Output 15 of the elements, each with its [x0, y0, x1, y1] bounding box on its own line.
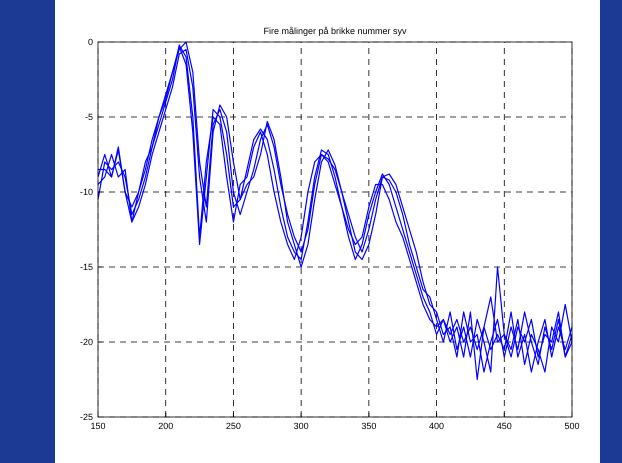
x-tick-label: 500 — [564, 421, 580, 431]
x-tick-label: 450 — [496, 421, 512, 431]
y-tick-label: 0 — [88, 37, 93, 47]
chart-title: Fire målinger på brikke nummer syv — [263, 26, 408, 36]
y-tick-label: -10 — [80, 187, 93, 197]
y-tick-label: -15 — [80, 262, 93, 272]
x-tick-label: 150 — [90, 421, 106, 431]
y-tick-label: -5 — [84, 112, 93, 122]
x-tick-label: 400 — [429, 421, 444, 431]
x-tick-label: 200 — [158, 421, 174, 431]
x-tick-label: 250 — [226, 421, 241, 431]
y-tick-label: -20 — [80, 337, 93, 347]
x-tick-label: 300 — [294, 421, 309, 431]
x-tick-label: 350 — [361, 421, 376, 431]
y-tick-label: -25 — [80, 412, 93, 422]
